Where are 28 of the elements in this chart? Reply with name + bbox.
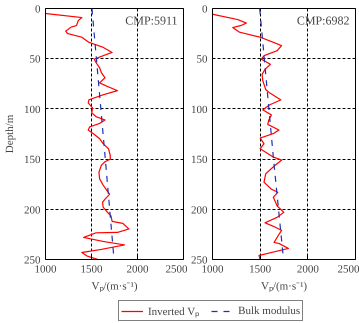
y-tick-label: 200 [24, 204, 41, 216]
x-tick-label: 1000 [34, 264, 57, 276]
y-tick-label: 150 [24, 154, 41, 166]
y-axis-title: Depth/m [4, 114, 16, 154]
y-tick-label: 200 [191, 204, 208, 216]
x-tick-label: 2500 [166, 264, 188, 276]
legend-label: Inverted Vₚ [148, 305, 200, 318]
annotation: CMP:5911 [125, 14, 178, 28]
x-tick-label: 2000 [126, 264, 149, 276]
y-tick-label: 250 [191, 254, 208, 266]
y-tick-label: 0 [202, 4, 208, 16]
line-series [212, 14, 289, 260]
y-tick-label: 50 [196, 54, 208, 66]
y-tick-label: 100 [24, 104, 41, 116]
y-tick-label: 150 [191, 154, 208, 166]
x-axis-title: Vₚ/(m·s⁻¹) [260, 280, 308, 292]
x-tick-label: 2500 [338, 264, 359, 276]
x-tick-label: 1000 [202, 264, 224, 276]
y-tick-label: 100 [191, 104, 208, 116]
y-tick-label: 50 [30, 54, 41, 66]
y-tick-label: 250 [24, 254, 41, 266]
x-axis-title: Vₚ/(m·s⁻¹) [91, 280, 138, 292]
legend-label: Bulk modulus [238, 304, 300, 316]
x-tick-label: 2000 [296, 264, 320, 276]
x-tick-label: 1500 [80, 264, 103, 276]
annotation: CMP:6982 [296, 14, 350, 28]
x-tick-label: 1500 [249, 264, 272, 276]
y-tick-label: 0 [35, 4, 41, 16]
